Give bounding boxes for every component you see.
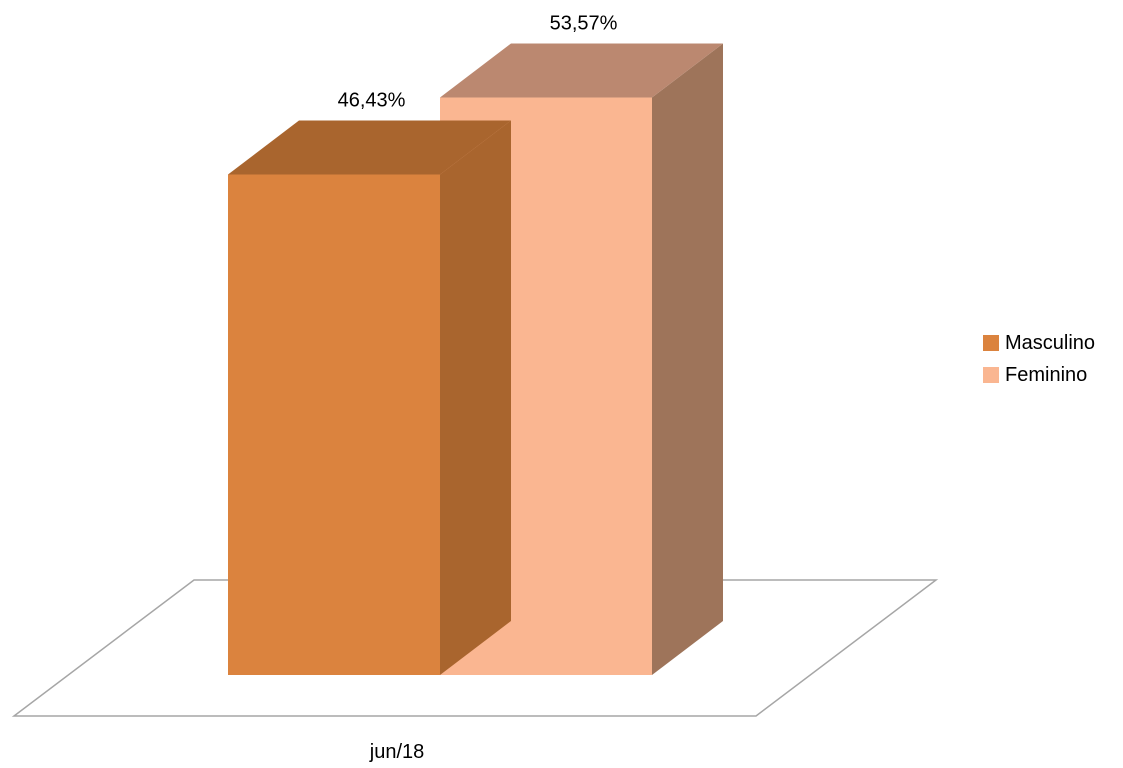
data-label-feminino: 53,57% <box>550 13 618 35</box>
legend-swatch-masculino <box>983 335 999 351</box>
category-label: jun/18 <box>369 741 425 763</box>
legend-item-feminino: Feminino <box>983 360 1095 390</box>
legend: Masculino Feminino <box>983 328 1095 392</box>
legend-label-masculino: Masculino <box>1005 331 1096 354</box>
bar-side-feminino <box>652 43 723 676</box>
bar-top-feminino <box>440 43 723 98</box>
bar-side-masculino <box>440 120 511 675</box>
legend-item-masculino: Masculino <box>983 328 1095 358</box>
legend-label-feminino: Feminino <box>1005 363 1088 386</box>
legend-swatch-feminino <box>983 367 999 383</box>
bar-masculino <box>228 120 511 675</box>
bar-top-masculino <box>228 120 511 175</box>
data-label-masculino: 46,43% <box>338 89 406 111</box>
bar-front-masculino <box>228 174 440 675</box>
